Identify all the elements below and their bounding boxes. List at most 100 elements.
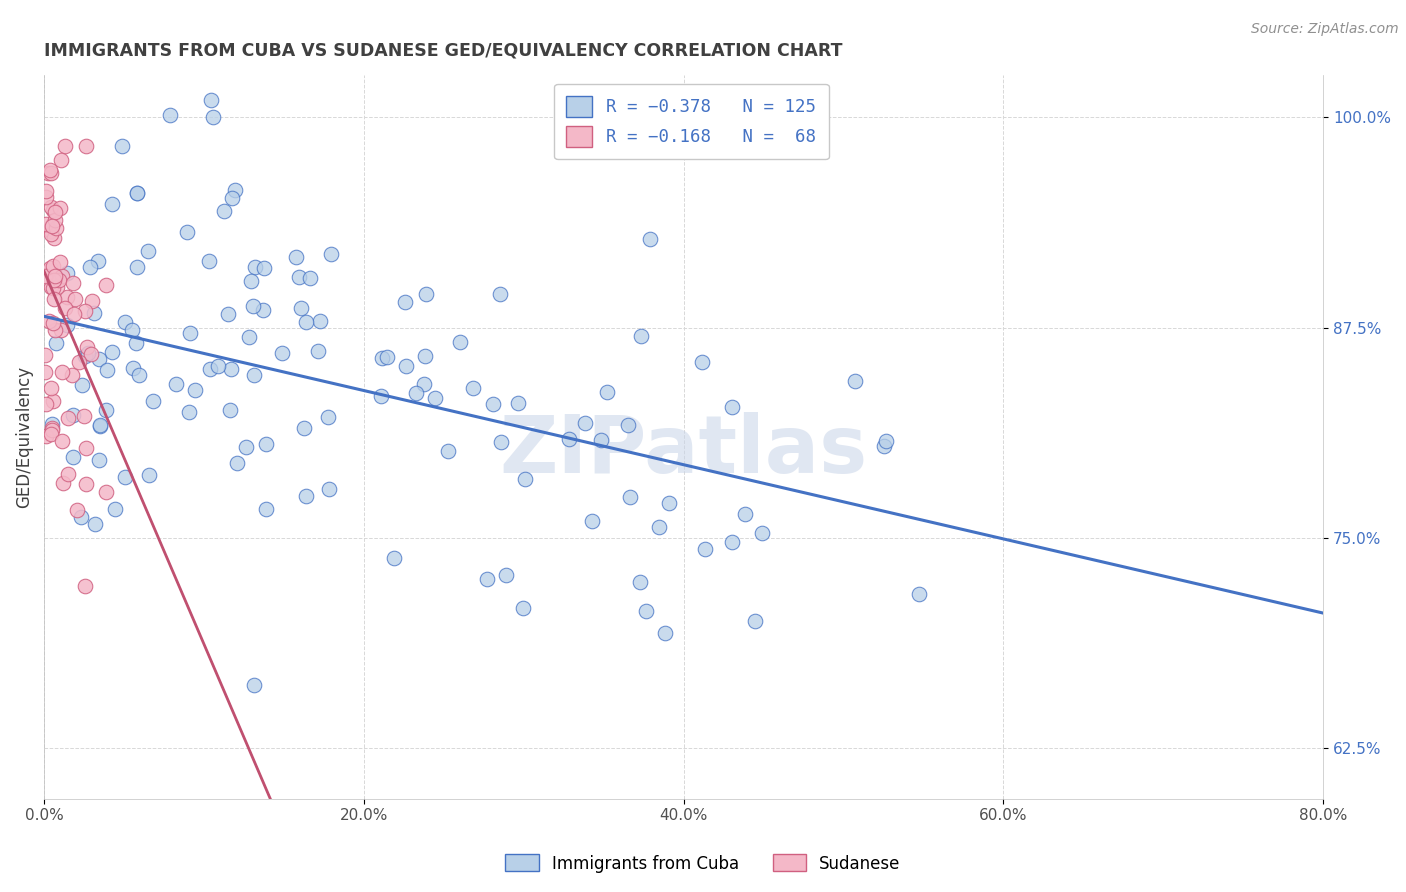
Point [49,202,72,216]
Point [45,336,67,351]
Legend: R = −0.378   N = 125, R = −0.168   N =  68: R = −0.378 N = 125, R = −0.168 N = 68 [554,84,828,160]
Point [176,225,198,239]
Point [94,278,117,293]
Point [619,490,641,504]
Point [48,255,70,269]
Point [42,292,65,306]
Point [125,186,148,200]
Text: Source: ZipAtlas.com: Source: ZipAtlas.com [1251,22,1399,37]
Point [217,307,239,321]
Point [111,139,134,153]
Point [52,475,75,490]
Point [243,678,266,692]
Point [45,280,67,294]
Point [425,391,447,405]
Point [254,437,277,451]
Point [51,269,73,284]
Point [101,197,124,211]
Point [235,440,257,454]
Point [690,355,713,369]
Point [394,294,416,309]
Point [242,368,264,383]
Point [200,362,222,376]
Point [70,377,93,392]
Point [41,421,63,435]
Point [94,403,117,417]
Point [288,269,311,284]
Point [395,359,418,374]
Point [290,301,312,316]
Y-axis label: GED/Equivalency: GED/Equivalency [15,366,32,508]
Point [51,434,73,448]
Point [298,270,321,285]
Point [34,217,56,231]
Point [558,432,581,446]
Point [495,568,517,582]
Point [62,450,84,465]
Point [617,417,640,432]
Point [242,299,264,313]
Point [42,202,65,217]
Point [382,550,405,565]
Point [75,349,97,363]
Point [75,476,97,491]
Point [49,323,72,337]
Point [38,163,60,178]
Point [243,260,266,275]
Point [80,294,103,309]
Point [89,351,111,366]
Point [80,347,103,361]
Point [321,247,343,261]
Point [89,418,111,433]
Point [34,269,56,284]
Point [127,260,149,274]
Point [437,444,460,458]
Point [38,260,60,275]
Point [271,345,294,359]
Point [207,359,229,373]
Point [66,503,89,517]
Point [908,587,931,601]
Point [219,362,242,376]
Point [219,403,242,417]
Point [177,405,200,419]
Point [55,318,77,332]
Text: ZIPatlas: ZIPatlas [499,412,868,491]
Point [42,272,65,286]
Point [413,376,436,391]
Point [489,435,512,450]
Point [589,433,612,447]
Point [56,410,79,425]
Point [56,266,79,280]
Point [318,482,340,496]
Point [75,441,97,455]
Point [38,313,60,327]
Point [844,374,866,388]
Point [104,502,127,516]
Point [371,351,394,366]
Point [41,316,63,330]
Point [744,614,766,628]
Point [413,349,436,363]
Point [73,579,96,593]
Point [37,165,59,179]
Point [252,302,274,317]
Point [84,517,107,532]
Point [159,108,181,122]
Point [44,213,66,227]
Point [62,277,84,291]
Point [214,204,236,219]
Point [721,534,744,549]
Point [39,224,62,238]
Point [62,368,84,382]
Point [39,200,62,214]
Point [45,220,67,235]
Point [42,394,65,409]
Point [370,389,392,403]
Point [51,365,73,379]
Point [489,287,512,301]
Point [48,273,70,287]
Point [41,417,63,431]
Point [39,381,62,395]
Point [39,427,62,442]
